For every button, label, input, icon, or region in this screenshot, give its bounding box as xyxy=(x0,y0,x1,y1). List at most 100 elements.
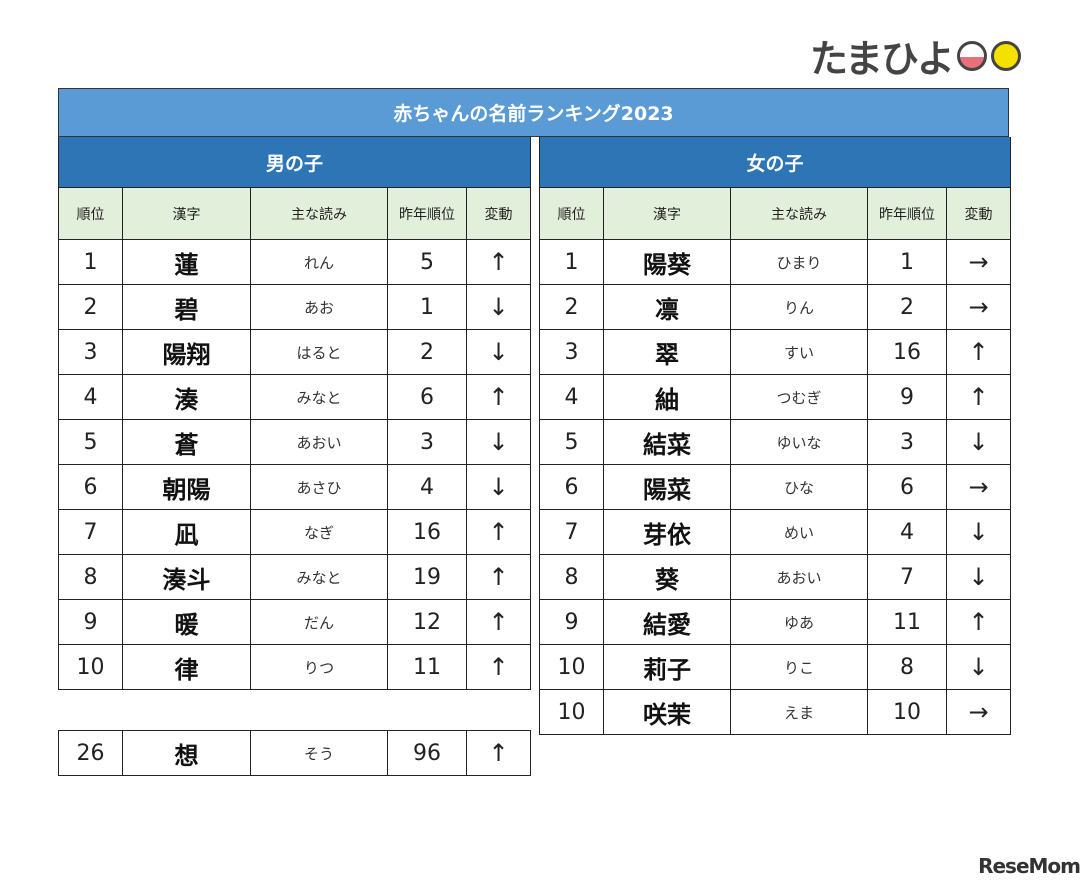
kanji-cell: 想 xyxy=(122,730,251,776)
rank-cell: 7 xyxy=(58,509,123,555)
kanji-cell: 蓮 xyxy=(122,239,251,285)
boys-table: 男の子 順位 漢字 主な読み 昨年順位 変動 1 蓮れん 5 ↑ 2 碧あお 1 ↓ 3 陽翔 はると 2 ↓ 4… xyxy=(57,137,532,690)
rank-cell: 3 xyxy=(58,329,123,375)
last-year-rank-cell: 6 xyxy=(867,464,947,510)
kanji-cell: 葵 xyxy=(603,554,731,600)
last-year-rank-cell: 4 xyxy=(867,509,947,555)
reading-cell: れん xyxy=(250,239,388,285)
last-year-rank-cell: 7 xyxy=(867,554,947,600)
change-cell: ↑ xyxy=(465,599,532,645)
resemom-watermark: ReseMom xyxy=(978,854,1081,878)
kanji-cell: 湊 xyxy=(122,374,251,420)
last-year-rank-cell: 1 xyxy=(867,239,947,285)
kanji-cell: 陽葵 xyxy=(603,239,731,285)
rank-cell: 4 xyxy=(539,374,604,420)
table-row: 6 朝陽 あさひ 4 ↓ xyxy=(58,464,532,510)
last-year-rank-cell: 1 xyxy=(387,284,467,330)
reading-cell: りん xyxy=(730,284,868,330)
change-cell: ↑ xyxy=(465,509,532,555)
rank-cell: 8 xyxy=(58,554,123,600)
last-year-rank-cell: 16 xyxy=(867,329,947,375)
table-row: 26 想そう 96 ↑ xyxy=(58,730,531,776)
kanji-cell: 朝陽 xyxy=(122,464,251,510)
kanji-cell: 咲茉 xyxy=(603,689,731,735)
column-header-rank: 順位 xyxy=(58,187,123,240)
last-year-rank-cell: 8 xyxy=(867,644,947,690)
last-year-rank-cell: 3 xyxy=(867,419,947,465)
rank-cell: 4 xyxy=(58,374,123,420)
rank-cell: 6 xyxy=(539,464,604,510)
change-cell: → xyxy=(945,689,1012,735)
table-row: 8 葵あおい 7 ↓ xyxy=(539,554,1012,600)
reading-cell: そう xyxy=(250,730,388,776)
reading-cell: めい xyxy=(730,509,868,555)
change-cell: ↓ xyxy=(945,554,1012,600)
last-year-rank-cell: 16 xyxy=(387,509,467,555)
last-year-rank-cell: 11 xyxy=(387,644,467,690)
table-row: 10 莉子 りこ 8 ↓ xyxy=(539,644,1012,690)
table-row: 10 咲茉 えま 10 → xyxy=(539,689,1012,735)
rank-cell: 9 xyxy=(58,599,123,645)
column-header-change: 変動 xyxy=(465,187,532,240)
kanji-cell: 莉子 xyxy=(603,644,731,690)
kanji-cell: 碧 xyxy=(122,284,251,330)
rank-cell: 26 xyxy=(58,730,123,776)
boys-extra-table: 26 想そう 96 ↑ xyxy=(58,730,531,776)
last-year-rank-cell: 12 xyxy=(387,599,467,645)
table-row: 5 結菜 ゆいな 3 ↓ xyxy=(539,419,1012,465)
reading-cell: あさひ xyxy=(250,464,388,510)
kanji-cell: 結菜 xyxy=(603,419,731,465)
reading-cell: みなと xyxy=(250,374,388,420)
rank-cell: 9 xyxy=(539,599,604,645)
change-cell: ↓ xyxy=(945,509,1012,555)
table-row: 6 陽菜 ひな 6 → xyxy=(539,464,1012,510)
change-cell: → xyxy=(945,284,1012,330)
reading-cell: つむぎ xyxy=(730,374,868,420)
change-cell: ↓ xyxy=(945,419,1012,465)
rank-cell: 3 xyxy=(539,329,604,375)
table-row: 10 律りつ 11 ↑ xyxy=(58,644,532,690)
rank-cell: 2 xyxy=(539,284,604,330)
reading-cell: あお xyxy=(250,284,388,330)
table-row: 3 翠すい 16 ↑ xyxy=(539,329,1012,375)
last-year-rank-cell: 96 xyxy=(387,730,467,776)
table-row: 3 陽翔 はると 2 ↓ xyxy=(58,329,532,375)
change-cell: ↓ xyxy=(465,329,532,375)
reading-cell: ゆあ xyxy=(730,599,868,645)
last-year-rank-cell: 2 xyxy=(387,329,467,375)
table-row: 9 結愛 ゆあ 11 ↑ xyxy=(539,599,1012,645)
kanji-cell: 陽菜 xyxy=(603,464,731,510)
rank-cell: 10 xyxy=(58,644,123,690)
rank-cell: 5 xyxy=(58,419,123,465)
table-row: 8 湊斗 みなと 19 ↑ xyxy=(58,554,532,600)
last-year-rank-cell: 4 xyxy=(387,464,467,510)
kanji-cell: 凛 xyxy=(603,284,731,330)
change-cell: ↓ xyxy=(465,419,532,465)
kanji-cell: 湊斗 xyxy=(122,554,251,600)
kanji-cell: 芽依 xyxy=(603,509,731,555)
logo-text: たまひよ xyxy=(810,37,955,81)
last-year-rank-cell: 10 xyxy=(867,689,947,735)
change-cell: ↑ xyxy=(465,239,532,285)
reading-cell: みなと xyxy=(250,554,388,600)
column-header-change: 変動 xyxy=(945,187,1012,240)
reading-cell: えま xyxy=(730,689,868,735)
reading-cell: あおい xyxy=(250,419,388,465)
reading-cell: だん xyxy=(250,599,388,645)
change-cell: ↑ xyxy=(465,554,532,600)
tamahiyo-logo: たまひよ xyxy=(810,28,1021,83)
column-header-rank: 順位 xyxy=(539,187,604,240)
rank-cell: 1 xyxy=(58,239,123,285)
rank-cell: 6 xyxy=(58,464,123,510)
kanji-cell: 陽翔 xyxy=(122,329,251,375)
reading-cell: すい xyxy=(730,329,868,375)
rank-cell: 1 xyxy=(539,239,604,285)
column-header-reading: 主な読み xyxy=(250,187,388,240)
reading-cell: りつ xyxy=(250,644,388,690)
kanji-cell: 律 xyxy=(122,644,251,690)
rank-cell: 10 xyxy=(539,689,604,735)
column-header-last-year-rank: 昨年順位 xyxy=(387,187,467,240)
kanji-cell: 紬 xyxy=(603,374,731,420)
table-row: 7 芽依 めい 4 ↓ xyxy=(539,509,1012,555)
girls-table: 女の子 順位 漢字 主な読み 昨年順位 変動 1 陽葵 ひまり 1 → 2 凛りん 2 → 3 翠すい 16 ↑… xyxy=(538,137,1012,735)
